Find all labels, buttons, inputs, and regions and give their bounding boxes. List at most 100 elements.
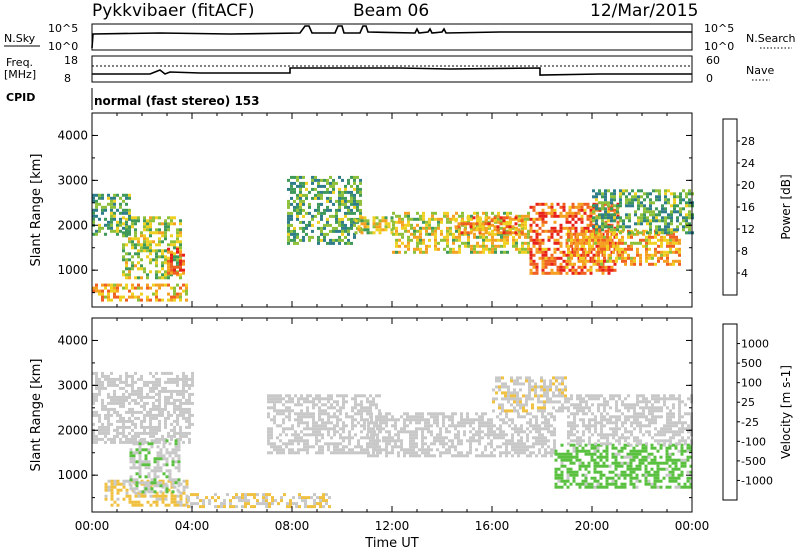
data-cell <box>171 460 175 464</box>
data-cell <box>422 226 425 230</box>
data-cell <box>616 207 619 211</box>
data-cell <box>595 244 599 248</box>
data-cell <box>472 216 476 220</box>
data-cell <box>150 481 154 485</box>
data-cell <box>668 455 672 459</box>
data-cell <box>507 397 510 401</box>
data-cell <box>312 445 315 449</box>
data-cell <box>659 455 663 459</box>
data-cell <box>320 214 323 218</box>
data-cell <box>556 268 560 272</box>
data-cell <box>164 425 167 429</box>
data-cell <box>267 436 270 440</box>
data-cell <box>689 449 693 453</box>
data-cell <box>107 377 110 381</box>
data-cell <box>149 261 152 265</box>
data-cell <box>363 421 366 425</box>
data-cell <box>312 421 315 425</box>
data-cell <box>141 481 145 485</box>
data-cell <box>122 425 125 429</box>
data-cell <box>529 412 532 416</box>
data-cell <box>318 400 321 404</box>
data-cell <box>656 449 660 453</box>
data-cell <box>129 448 133 452</box>
data-cell <box>372 400 375 404</box>
data-cell <box>404 211 407 215</box>
data-cell <box>326 178 329 182</box>
data-cell <box>403 412 406 416</box>
data-cell <box>179 434 182 438</box>
data-cell <box>499 433 502 437</box>
data-cell <box>685 231 688 235</box>
data-cell <box>404 223 407 227</box>
data-cell <box>333 445 336 449</box>
data-cell <box>131 292 134 296</box>
data-cell <box>616 225 619 229</box>
data-cell <box>185 419 188 423</box>
data-cell <box>541 442 544 446</box>
data-cell <box>138 481 142 485</box>
data-cell <box>419 241 422 245</box>
data-cell <box>122 295 125 299</box>
data-cell <box>439 436 442 440</box>
data-cell <box>574 214 578 218</box>
data-cell <box>297 397 300 401</box>
data-cell <box>138 448 142 452</box>
data-cell <box>676 219 679 223</box>
data-cell <box>544 211 548 215</box>
data-cell <box>611 479 615 483</box>
data-cell <box>559 235 563 239</box>
data-cell <box>353 181 356 185</box>
data-cell <box>640 216 643 220</box>
data-cell <box>165 484 169 488</box>
data-cell <box>182 392 185 396</box>
data-cell <box>176 237 179 241</box>
data-cell <box>146 237 149 241</box>
data-cell <box>116 398 119 402</box>
data-region <box>454 216 524 235</box>
data-cell <box>445 427 448 431</box>
data-cell <box>363 448 366 452</box>
data-cell <box>445 442 448 446</box>
data-cell <box>125 437 128 441</box>
data-region <box>554 443 693 489</box>
data-cell <box>125 243 128 247</box>
data-cell <box>327 406 330 410</box>
data-cell <box>144 457 148 461</box>
data-cell <box>535 442 538 446</box>
data-cell <box>350 223 353 227</box>
data-cell <box>492 400 495 404</box>
data-cell <box>589 265 593 269</box>
data-cell <box>113 434 116 438</box>
data-cell <box>594 430 597 434</box>
data-cell <box>514 445 517 449</box>
data-cell <box>524 223 527 227</box>
data-cell <box>357 394 360 398</box>
data-cell <box>646 195 649 199</box>
data-cell <box>348 448 351 452</box>
data-cell <box>125 491 129 495</box>
data-cell <box>159 457 163 461</box>
data-cell <box>155 228 158 232</box>
data-cell <box>640 204 643 208</box>
data-cell <box>610 207 613 211</box>
data-cell <box>452 238 455 242</box>
data-cell <box>146 255 149 259</box>
data-cell <box>567 421 570 425</box>
data-cell <box>553 229 557 233</box>
data-cell <box>161 494 165 498</box>
data-cell <box>165 451 169 455</box>
data-cell <box>593 476 597 480</box>
data-cell <box>596 449 600 453</box>
data-cell <box>632 455 636 459</box>
data-cell <box>460 442 463 446</box>
data-cell <box>601 207 604 211</box>
data-cell <box>301 496 304 500</box>
data-cell <box>131 428 134 432</box>
data-cell <box>559 256 563 260</box>
data-cell <box>385 448 388 452</box>
data-cell <box>580 271 584 275</box>
data-cell <box>167 283 170 287</box>
data-cell <box>493 219 497 223</box>
data-cell <box>282 421 285 425</box>
